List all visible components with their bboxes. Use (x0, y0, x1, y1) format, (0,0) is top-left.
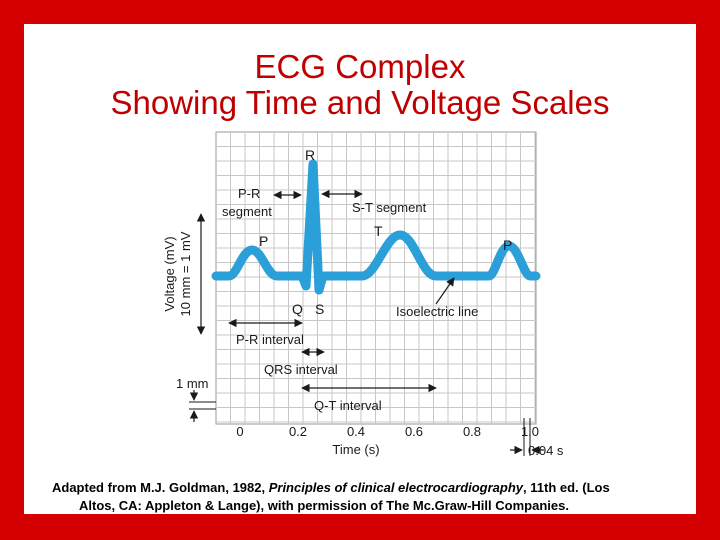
ecg-diagram: P R T P Q S P-R segment S-T segment Isoe… (162, 131, 564, 458)
slide-title: ECG Complex (254, 48, 466, 85)
time-tick-label: 0.8 (463, 424, 481, 439)
figure-caption: Adapted from M.J. Goldman, 1982, Princip… (52, 479, 672, 515)
slide-subtitle: Showing Time and Voltage Scales (110, 84, 610, 121)
pr-segment-label-2: segment (222, 204, 272, 219)
small-box-label: 0.04 s (528, 443, 564, 458)
caption-book-title: Principles of clinical electrocardiograp… (268, 480, 524, 495)
time-tick-label: 0.6 (405, 424, 423, 439)
time-tick-label: 0.4 (347, 424, 365, 439)
time-axis-ticks: 0 0.2 0.4 0.6 0.8 1.0 (236, 424, 539, 439)
q-wave-label: Q (292, 301, 303, 317)
t-wave-label: T (374, 223, 383, 239)
r-wave-label: R (305, 147, 315, 163)
pr-segment-label-1: P-R (238, 186, 260, 201)
voltage-scale-label: 10 mm = 1 mV (178, 231, 193, 316)
content-panel: ECG Complex Showing Time and Voltage Sca… (24, 24, 696, 514)
time-tick-label: 0.2 (289, 424, 307, 439)
isoelectric-label: Isoelectric line (396, 304, 478, 319)
qt-interval-label: Q-T interval (314, 398, 382, 413)
p-wave-label: P (259, 233, 268, 249)
ecg-waveform (211, 159, 541, 295)
one-mm-label: 1 mm (176, 376, 209, 391)
caption-text-2: , 11th ed. (Los (523, 480, 610, 495)
st-segment-label: S-T segment (352, 200, 427, 215)
voltage-axis-label: Voltage (mV) (162, 236, 177, 311)
qrs-interval-label: QRS interval (264, 362, 338, 377)
pr-interval-label: P-R interval (236, 332, 304, 347)
time-axis-label: Time (s) (332, 442, 379, 457)
isoelectric-pointer (435, 277, 455, 305)
p-wave-label-2: P (503, 237, 512, 253)
s-wave-label: S (315, 301, 324, 317)
time-tick-label: 0 (236, 424, 243, 439)
caption-text-3: Altos, CA: Appleton & Lange), with permi… (79, 498, 569, 513)
caption-text-1: Adapted from M.J. Goldman, 1982, (52, 480, 269, 495)
